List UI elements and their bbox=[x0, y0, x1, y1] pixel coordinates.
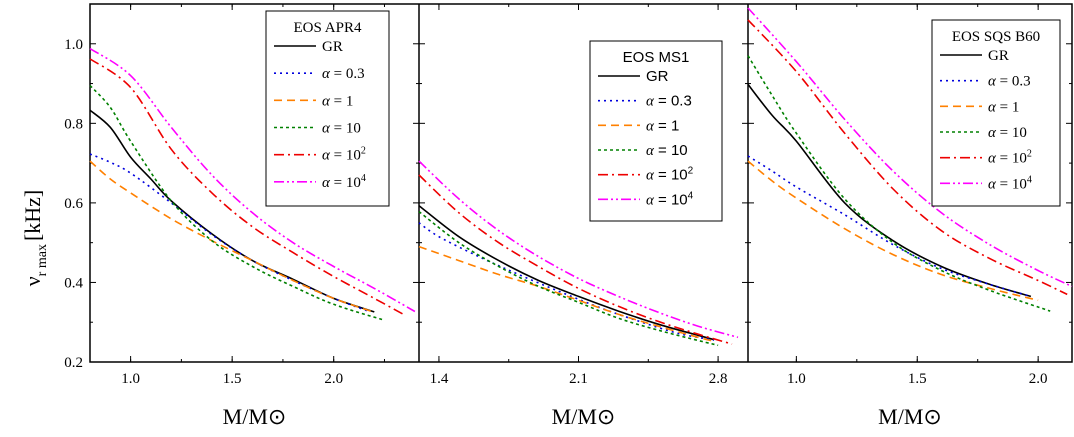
legend-box bbox=[589, 40, 723, 222]
y-tick-label: 0.8 bbox=[64, 116, 83, 132]
legend-entry: α = 104 bbox=[322, 173, 366, 191]
legend-entry: α = 102 bbox=[322, 146, 366, 164]
x-axis-label: M/M⊙ bbox=[878, 404, 942, 429]
series-line bbox=[747, 7, 1073, 288]
plot-frame bbox=[89, 3, 1073, 363]
legend-entry: α = 0.3 bbox=[988, 74, 1031, 90]
legend-entry: α = 0.3 bbox=[646, 93, 692, 110]
legend: EOS MS1 GR α = 0.3 α = 1 α = 10 α = 102 α = 10… bbox=[589, 40, 723, 222]
legend-entry: α = 104 bbox=[988, 174, 1032, 192]
series-line bbox=[747, 160, 1039, 302]
legend: EOS APR4 GR α = 0.3 α = 1 α = 10 α = 102 α = 1… bbox=[265, 10, 390, 207]
legend-title: EOS SQS B60 bbox=[952, 29, 1040, 45]
y-tick-label: 0.6 bbox=[64, 196, 83, 212]
x-tick-label: 1.4 bbox=[430, 371, 449, 387]
series-line bbox=[747, 55, 1051, 312]
x-tick-label: 1.0 bbox=[121, 371, 140, 387]
x-axis-label: M/M⊙ bbox=[552, 404, 616, 429]
legend-entry: α = 102 bbox=[646, 166, 694, 184]
legend-box bbox=[265, 10, 390, 207]
panel-3: 1.0 1.5 2.0 M/M⊙ EOS SQS B60 GR α = 0.3 α = 1 α … bbox=[747, 3, 1073, 429]
x-tick-label: 2.8 bbox=[709, 371, 728, 387]
x-tick-label: 2.0 bbox=[324, 371, 343, 387]
legend-title: EOS MS1 bbox=[623, 49, 690, 66]
legend-entry: α = 1 bbox=[988, 99, 1019, 115]
series-line bbox=[89, 47, 416, 313]
y-axis-label: νr max [kHz] bbox=[20, 190, 50, 287]
legend-entry: GR bbox=[322, 39, 343, 55]
legend-entry: α = 102 bbox=[988, 149, 1032, 167]
x-tick-label: 1.5 bbox=[223, 371, 242, 387]
series-line bbox=[89, 58, 406, 316]
series-line bbox=[89, 109, 375, 313]
legend-entry: α = 1 bbox=[322, 93, 353, 109]
x-tick-label: 2.1 bbox=[569, 371, 588, 387]
y-axis-label-unit: [kHz] bbox=[20, 190, 45, 241]
x-axis-label: M/M⊙ bbox=[223, 404, 287, 429]
y-tick-label: 1.0 bbox=[64, 37, 83, 53]
legend-entry: α = 1 bbox=[646, 117, 679, 134]
panels-group: 0.2 0.4 0.6 0.8 1.0 1.0 1.5 2.0 M/M⊙ EOS APR4 GR α … bbox=[64, 3, 1073, 429]
legend: EOS SQS B60 GR α = 0.3 α = 1 α = 10 α = 102 α … bbox=[931, 19, 1061, 207]
legend-entry: α = 104 bbox=[646, 190, 694, 208]
legend-title: EOS APR4 bbox=[294, 20, 362, 36]
x-tick-label: 1.0 bbox=[787, 371, 806, 387]
legend-box bbox=[931, 19, 1061, 207]
panel-1: 0.2 0.4 0.6 0.8 1.0 1.0 1.5 2.0 M/M⊙ EOS APR4 GR α … bbox=[64, 3, 419, 429]
series-line bbox=[747, 155, 1032, 298]
series-line bbox=[418, 222, 715, 341]
legend-entry: α = 10 bbox=[322, 121, 361, 137]
y-tick-label: 0.2 bbox=[64, 355, 83, 371]
y-axis-label-sub: r max bbox=[35, 244, 50, 276]
legend-entry: α = 0.3 bbox=[322, 66, 365, 82]
y-axis-label-symbol: ν bbox=[20, 276, 45, 286]
x-tick-label: 1.5 bbox=[908, 371, 927, 387]
series-line bbox=[747, 19, 1068, 296]
series-line bbox=[418, 160, 739, 339]
y-tick-label: 0.4 bbox=[64, 275, 83, 291]
series-line bbox=[89, 84, 385, 321]
panel-2: 1.4 2.1 2.8 M/M⊙ EOS MS1 GR α = 0.3 α = 1 α = 10… bbox=[418, 3, 748, 429]
series-line bbox=[418, 210, 719, 347]
legend-entry: α = 10 bbox=[988, 125, 1027, 141]
legend-entry: α = 10 bbox=[646, 142, 688, 159]
legend-entry: GR bbox=[988, 48, 1009, 64]
series-line bbox=[747, 83, 1032, 298]
series-line bbox=[418, 245, 715, 343]
series-line bbox=[418, 174, 733, 345]
legend-entry: GR bbox=[646, 68, 669, 85]
series-line bbox=[418, 205, 715, 341]
x-tick-label: 2.0 bbox=[1029, 371, 1048, 387]
